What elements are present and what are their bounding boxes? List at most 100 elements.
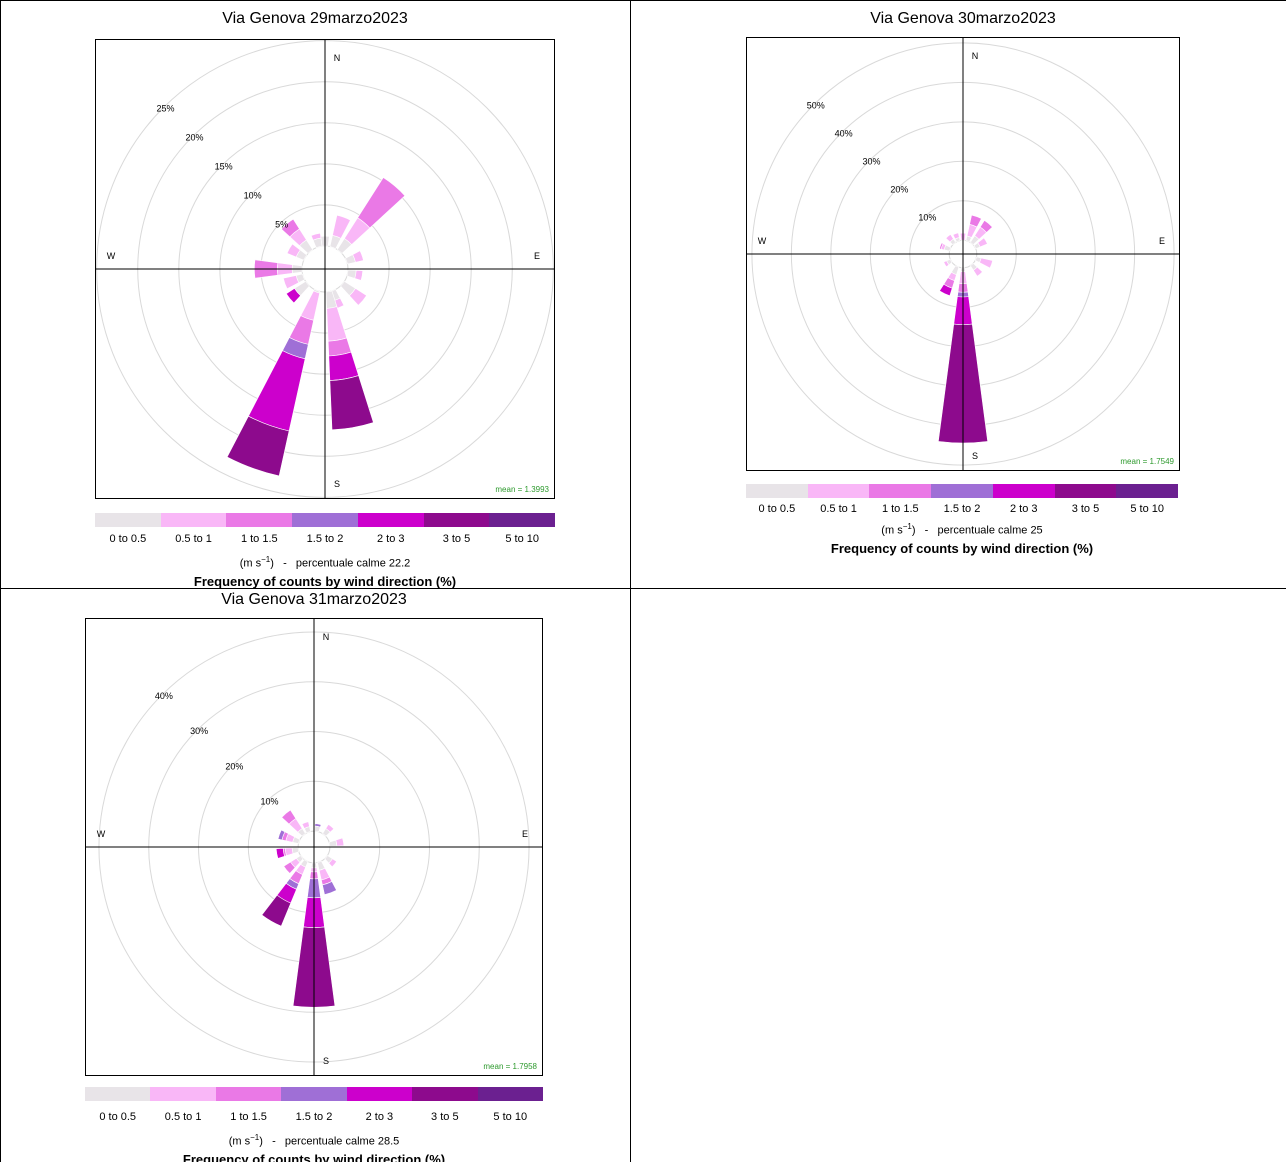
legend-label: 3 to 5: [1071, 503, 1100, 515]
windrose-wedge-segment: [972, 266, 983, 277]
mean-label: mean = 1.3993: [495, 485, 549, 494]
ring-label: 20%: [225, 761, 243, 771]
grid-line-left: [0, 0, 1, 1162]
legend-label: 2 to 3: [365, 1111, 394, 1123]
legend-labels: 0 to 0.5 0.5 to 1 1 to 1.5 1.5 to 2 2 to 3 3 …: [95, 533, 555, 545]
windrose-wedge-segment: [952, 232, 960, 240]
legend-label: 2 to 3: [1009, 503, 1038, 515]
legend-label: 0 to 0.5: [109, 533, 147, 545]
windrose-wedge-segment: [280, 218, 300, 238]
compass-label-e: E: [534, 251, 540, 261]
windrose-wedge-segment: [314, 823, 322, 828]
windrose-wedge-segment: [346, 269, 357, 279]
ring-label: 5%: [275, 220, 288, 230]
ring-label: 15%: [215, 162, 233, 172]
legend-labels: 0 to 0.5 0.5 to 1 1 to 1.5 1.5 to 2 2 to 3 3 …: [746, 503, 1178, 515]
windrose-panel-1: Via Genova 29marzo2023 5% 10% 15% 20% 25% N S E…: [0, 0, 630, 588]
legend-color-bar: [95, 513, 556, 527]
legend-label: 1 to 1.5: [240, 533, 278, 545]
windrose-wedge-segment: [286, 243, 301, 258]
windrose-wedge-segment: [261, 894, 292, 927]
legend-swatch: [1054, 484, 1117, 498]
legend-label: 5 to 10: [505, 533, 539, 545]
legend-swatch: [357, 513, 424, 527]
chart-title: Via Genova 29marzo2023: [222, 10, 408, 27]
windrose-wedge-segment: [943, 260, 950, 268]
legend-caption: Frequency of counts by wind direction (%…: [193, 574, 457, 588]
windrose-wedge-segment: [328, 839, 338, 847]
legend-label: 0.5 to 1: [175, 533, 212, 545]
ring-label: 30%: [190, 726, 208, 736]
legend-swatch: [992, 484, 1055, 498]
windrose-wedge-segment: [352, 250, 364, 263]
windrose-wedge-segment: [939, 283, 953, 297]
windrose-wedge-segment: [979, 257, 994, 269]
legend-label: 0 to 0.5: [758, 503, 796, 515]
windrose-wedge-segment: [328, 858, 338, 868]
legend-label: 5 to 10: [1130, 503, 1164, 515]
compass-label-s: S: [334, 479, 340, 489]
windrose-wedge-segment: [282, 275, 300, 290]
legend-swatch: [423, 513, 490, 527]
windrose-wedge-segment: [226, 415, 290, 477]
ring-label: 10%: [918, 212, 936, 222]
windrose-wedge-segment: [247, 350, 306, 432]
legend-label: 1 to 1.5: [881, 503, 919, 515]
legend-label: 3 to 5: [431, 1111, 459, 1123]
windrose-wedge-segment: [322, 881, 337, 895]
windrose-wedge-segment: [328, 351, 359, 381]
legend-swatch: [869, 484, 932, 498]
plot-border: [746, 37, 1180, 471]
legend-swatch: [489, 513, 556, 527]
windrose-wedge-segment: [969, 214, 982, 228]
windrose-wedge-segment: [285, 288, 302, 304]
legend-swatch: [85, 1087, 151, 1101]
windrose-wedge-segment: [325, 823, 335, 833]
windrose-wedge-segment: [275, 848, 285, 859]
windrose-wedge-segment: [977, 237, 988, 248]
chart-title: Via Genova 30marzo2023: [870, 10, 1056, 27]
grid-line-top: [0, 0, 1286, 1]
windrose-wedge-segment: [329, 375, 374, 431]
legend-swatch: [215, 1087, 282, 1101]
legend-label: 3 to 5: [442, 533, 471, 545]
windrose-wedge-segment: [310, 232, 322, 241]
legend-label: 2 to 3: [376, 533, 405, 545]
legend-swatch: [150, 1087, 216, 1101]
legend-swatch: [477, 1087, 543, 1101]
grid-line-center: [630, 0, 631, 1162]
grid-line-middle: [0, 588, 1286, 589]
windrose-wedge-segment: [283, 861, 296, 874]
windrose-wedge-segment: [979, 219, 993, 233]
legend-label: 0.5 to 1: [164, 1111, 202, 1123]
legend-swatch: [931, 484, 993, 498]
ring-label: 30%: [863, 157, 881, 167]
legend-swatch: [160, 513, 227, 527]
legend-swatch: [95, 513, 161, 527]
windrose-wedge-segment: [939, 242, 944, 250]
windrose-wedge-segment: [348, 288, 367, 306]
compass-label-e: E: [522, 829, 528, 839]
compass-label-n: N: [334, 53, 341, 63]
legend-color-bar: [746, 484, 1179, 498]
compass-label-n: N: [972, 51, 979, 61]
legend-swatch: [292, 513, 358, 527]
windrose-wedge-segment: [357, 177, 406, 229]
windrose-wedge-segment: [326, 306, 348, 342]
windrose-wedge-segment: [300, 290, 321, 321]
compass-label-w: W: [97, 829, 106, 839]
legend-label: 1.5 to 2: [306, 533, 344, 545]
legend-label: 1.5 to 2: [295, 1111, 333, 1123]
ring-label: 40%: [835, 129, 853, 139]
windrose-wedge-segment: [354, 270, 364, 281]
compass-label-e: E: [1159, 236, 1165, 246]
plot-border: [85, 618, 543, 1076]
ring-label: 40%: [155, 691, 173, 701]
legend-unit-line: (m s−1) - percentuale calme 28.5: [228, 1133, 400, 1148]
legend-label: 1.5 to 2: [943, 503, 981, 515]
legend-label: 1 to 1.5: [230, 1111, 267, 1123]
mean-label: mean = 1.7958: [483, 1062, 537, 1071]
